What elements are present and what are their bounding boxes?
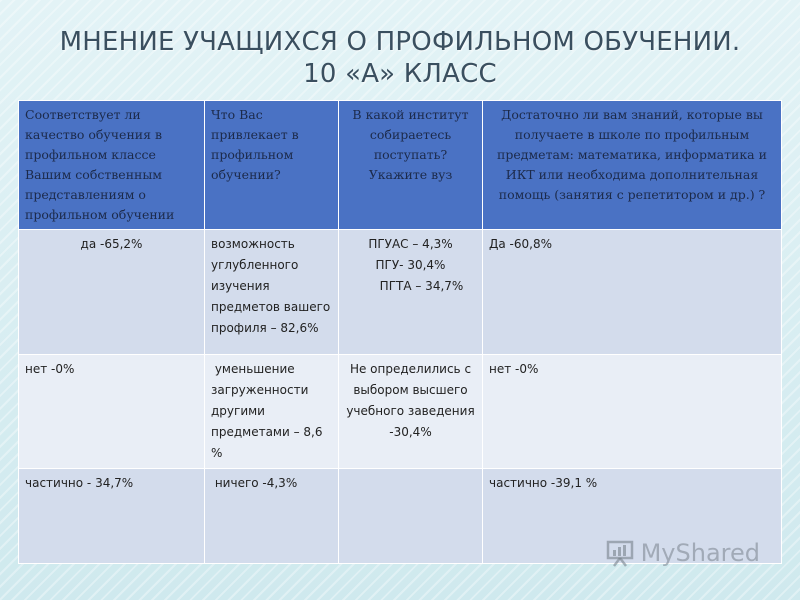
table-header-row: Соответствует ли качество обучения в про… — [18, 100, 782, 230]
cell-attraction: ничего -4,3% — [204, 468, 339, 564]
institute-line: ПГТА – 34,7% — [379, 279, 464, 293]
cell-knowledge: нет -0% — [482, 354, 782, 469]
institute-line: ПГУАС – 4,3% — [368, 237, 453, 251]
table-row: да -65,2% возможность углубленного изуче… — [18, 229, 782, 355]
cell-attraction: возможность углубленного изучения предме… — [204, 229, 339, 355]
survey-table: Соответствует ли качество обучения в про… — [18, 100, 782, 564]
header-knowledge: Достаточно ли вам знаний, которые вы пол… — [482, 100, 782, 230]
watermark: MyShared — [605, 536, 760, 570]
cell-institute: ПГУАС – 4,3% ПГУ- 30,4% ПГТА – 34,7% — [338, 229, 483, 355]
cell-quality: да -65,2% — [18, 229, 205, 355]
header-institute: В какой институт собираетесь поступать? … — [338, 100, 483, 230]
table-row: нет -0% уменьшение загруженности другими… — [18, 354, 782, 469]
slide-title: МНЕНИЕ УЧАЩИХСЯ О ПРОФИЛЬНОМ ОБУЧЕНИИ. 1… — [0, 26, 800, 90]
cell-quality: нет -0% — [18, 354, 205, 469]
header-quality: Соответствует ли качество обучения в про… — [18, 100, 205, 230]
slide-title-line1: МНЕНИЕ УЧАЩИХСЯ О ПРОФИЛЬНОМ ОБУЧЕНИИ. — [59, 27, 741, 57]
cell-attraction: уменьшение загруженности другими предмет… — [204, 354, 339, 469]
watermark-text: MyShared — [640, 539, 760, 567]
header-attraction: Что Вас привлекает в профильном обучении… — [204, 100, 339, 230]
cell-quality: частично - 34,7% — [18, 468, 205, 564]
cell-knowledge: Да -60,8% — [482, 229, 782, 355]
slide-title-line2: 10 «А» КЛАСС — [303, 59, 497, 89]
cell-institute — [338, 468, 483, 564]
cell-institute: Не определились с выбором высшего учебно… — [338, 354, 483, 469]
presentation-board-icon — [605, 538, 635, 568]
institute-line: ПГУ- 30,4% — [375, 258, 446, 272]
